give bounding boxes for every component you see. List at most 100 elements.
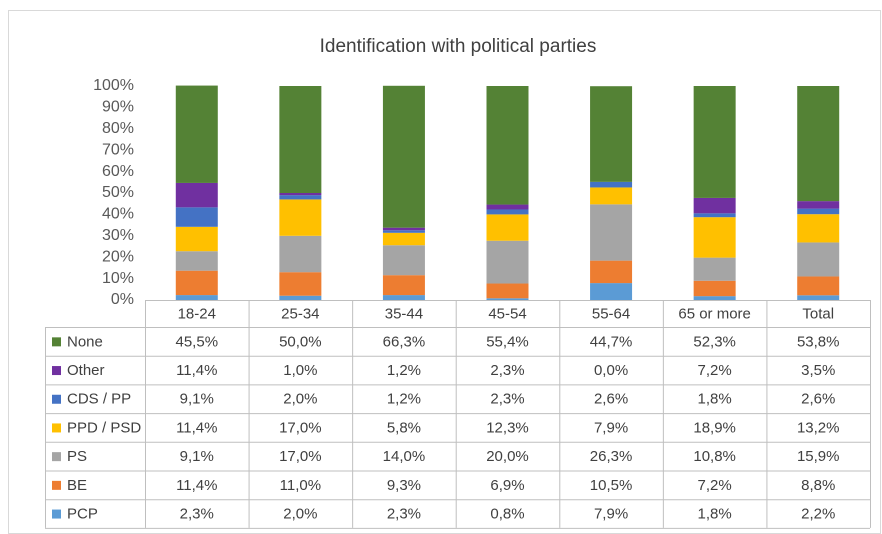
chart-border — [8, 10, 881, 534]
bar-segment — [693, 217, 736, 258]
bar-segment — [382, 232, 425, 246]
table-value: 14,0% — [383, 448, 426, 465]
bar-segment — [797, 242, 840, 277]
table-value: 10,5% — [590, 477, 633, 494]
bar-segment — [175, 251, 218, 271]
bar-segment — [590, 187, 633, 205]
table-value: 26,3% — [590, 448, 633, 465]
x-tick-label: 25-34 — [281, 305, 319, 322]
table-value: 20,0% — [486, 448, 529, 465]
y-tick-label: 50% — [102, 184, 134, 201]
bar-segment — [175, 226, 218, 252]
table-value: 45,5% — [176, 333, 219, 350]
bar-segment — [382, 227, 425, 231]
table-value: 7,9% — [594, 506, 628, 523]
table-value: 1,8% — [698, 506, 732, 523]
table-value: 1,2% — [387, 362, 421, 379]
legend-label: Other — [67, 362, 105, 379]
bar-segment — [590, 204, 633, 261]
legend-swatch — [52, 452, 61, 462]
bar-segment — [382, 295, 425, 300]
bar-segment — [797, 208, 840, 215]
table-value: 11,4% — [176, 362, 217, 379]
table-value: 52,3% — [693, 333, 736, 350]
table-value: 1,2% — [387, 391, 421, 408]
legend-label: None — [67, 333, 103, 350]
bar-segment — [486, 283, 529, 299]
legend-swatch — [52, 423, 61, 433]
bar-segment — [693, 213, 736, 218]
table-value: 0,8% — [490, 506, 524, 523]
y-tick-label: 60% — [102, 163, 134, 180]
bar-segment — [693, 257, 736, 281]
y-tick-label: 80% — [102, 120, 134, 137]
bar-segment — [279, 199, 322, 236]
bar-segment — [693, 197, 736, 214]
bar-segment — [382, 245, 425, 276]
table-value: 2,3% — [180, 506, 214, 523]
table-value: 2,2% — [801, 506, 835, 523]
legend-label: PCP — [67, 506, 98, 523]
table-value: 2,3% — [387, 506, 421, 523]
legend-label: CDS / PP — [67, 391, 131, 408]
bar-segment — [797, 214, 840, 243]
table-value: 9,1% — [180, 391, 214, 408]
bar-segment — [175, 270, 218, 296]
table-value: 53,8% — [797, 333, 840, 350]
bar-segment — [486, 298, 529, 300]
bar-segment — [279, 86, 322, 193]
legend-swatch — [52, 509, 61, 519]
table-value: 5,8% — [387, 419, 421, 436]
bar-segment — [797, 295, 840, 300]
table-value: 2,0% — [283, 391, 317, 408]
table-value: 2,6% — [594, 391, 628, 408]
legend-swatch — [52, 366, 61, 376]
x-tick-label: 65 or more — [678, 305, 751, 322]
bar-segment — [590, 260, 633, 284]
bar-segment — [797, 86, 840, 202]
x-tick-label: 18-24 — [178, 305, 216, 322]
x-tick-label: 55-64 — [592, 305, 630, 322]
table-value: 17,0% — [279, 419, 322, 436]
table-value: 1,8% — [698, 391, 732, 408]
table-value: 17,0% — [279, 448, 322, 465]
table-value: 3,5% — [801, 362, 835, 379]
x-tick-label: 35-44 — [385, 305, 423, 322]
y-tick-label: 30% — [102, 227, 134, 244]
bar-segment — [486, 209, 529, 215]
bar-segment — [382, 230, 425, 233]
table-value: 2,6% — [801, 391, 835, 408]
legend-swatch — [52, 480, 61, 490]
y-tick-label: 0% — [111, 291, 134, 308]
legend-label: BE — [67, 477, 87, 494]
table-value: 13,2% — [797, 419, 840, 436]
legend-swatch — [52, 394, 61, 404]
legend-label: PS — [67, 448, 87, 465]
bar-segment — [279, 272, 322, 296]
bar-segment — [486, 240, 529, 284]
table-value: 10,8% — [693, 448, 736, 465]
bar-segment — [590, 283, 633, 300]
table-value: 7,9% — [594, 419, 628, 436]
table-value: 9,1% — [180, 448, 214, 465]
table-value: 7,2% — [698, 362, 732, 379]
table-value: 8,8% — [801, 477, 835, 494]
table-value: 44,7% — [590, 333, 633, 350]
table-value: 15,9% — [797, 448, 840, 465]
bar-segment — [693, 86, 736, 198]
bar-segment — [175, 182, 218, 208]
y-tick-label: 90% — [102, 99, 134, 116]
bar-segment — [486, 214, 529, 241]
bar-segment — [279, 195, 322, 200]
x-tick-label: 45-54 — [488, 305, 526, 322]
table-value: 18,9% — [693, 419, 736, 436]
bar-segment — [590, 86, 633, 182]
table-value: 11,4% — [176, 477, 217, 494]
bar-segment — [175, 85, 218, 183]
table-value: 2,3% — [490, 391, 524, 408]
bar-segment — [279, 193, 322, 196]
bar-segment — [382, 85, 425, 228]
table-value: 2,0% — [283, 506, 317, 523]
y-tick-label: 100% — [93, 77, 134, 94]
table-value: 11,4% — [176, 419, 217, 436]
